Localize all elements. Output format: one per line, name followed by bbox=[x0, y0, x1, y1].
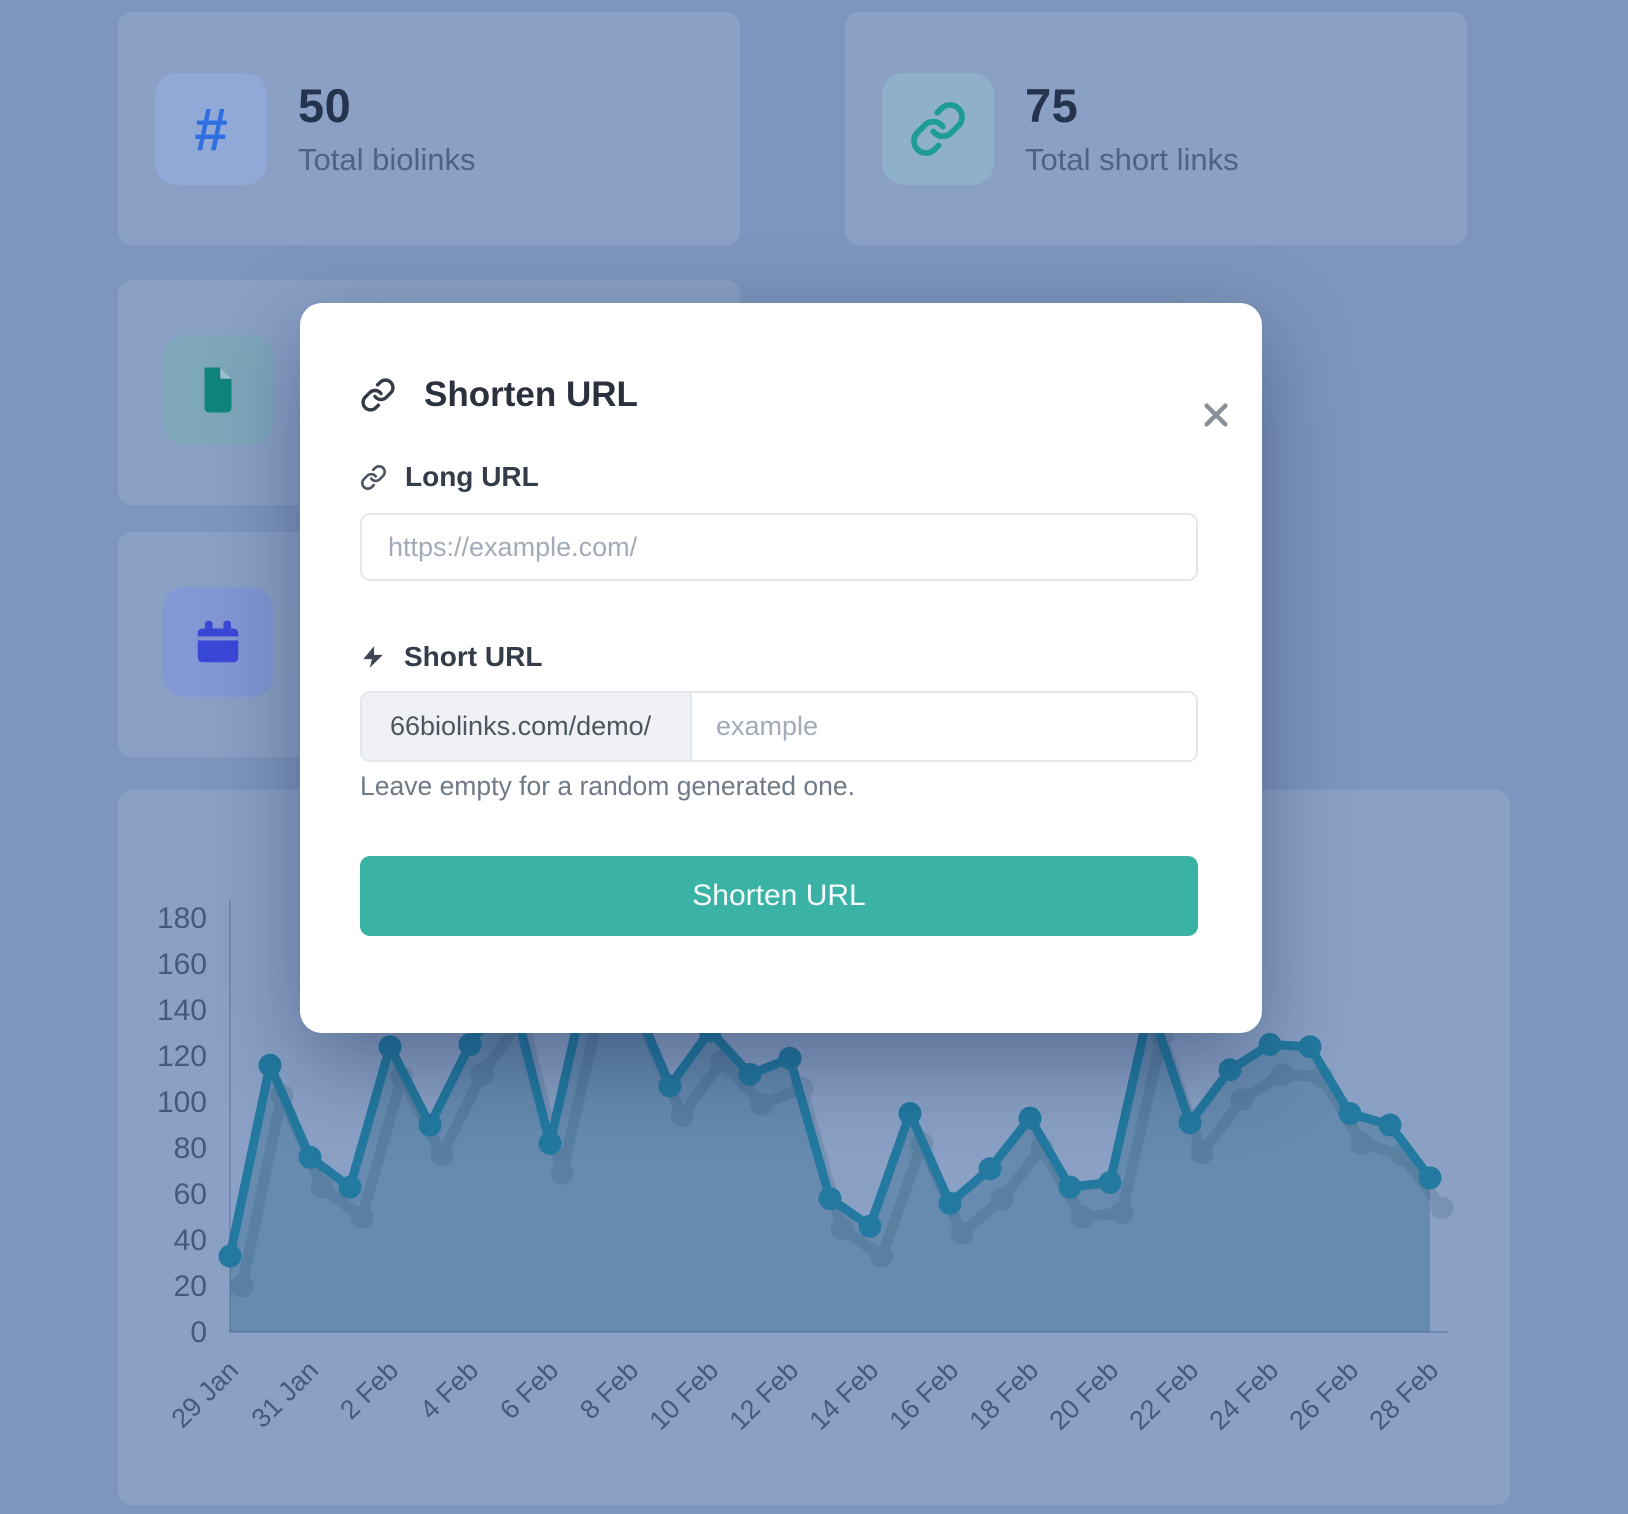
link-icon bbox=[361, 464, 386, 490]
stat-card-shortlinks: 75 Total short links bbox=[845, 12, 1467, 245]
modal-title: Shorten URL bbox=[424, 375, 638, 414]
shorten-url-button[interactable]: Shorten URL bbox=[360, 856, 1198, 936]
modal-header: Shorten URL bbox=[360, 375, 638, 415]
short-url-helper: Leave empty for a random generated one. bbox=[360, 771, 855, 801]
link-icon bbox=[361, 378, 395, 412]
long-url-label-row: Long URL bbox=[360, 461, 539, 493]
link-icon bbox=[911, 102, 965, 156]
short-url-label: Short URL bbox=[404, 641, 543, 672]
file-icon bbox=[204, 367, 232, 413]
short-url-input-group: 66biolinks.com/demo/ bbox=[360, 691, 1198, 762]
shorten-url-modal: Shorten URL Long URL Short URL 66biolink… bbox=[300, 303, 1262, 1033]
short-url-prefix: 66biolinks.com/demo/ bbox=[362, 693, 692, 760]
short-url-input[interactable] bbox=[692, 693, 1196, 760]
calendar-icon bbox=[197, 620, 239, 663]
close-icon[interactable] bbox=[1194, 393, 1238, 437]
stat-value: 75 bbox=[1025, 79, 1079, 132]
stat-card-biolinks: # 50 Total biolinks bbox=[118, 12, 740, 245]
mini-icon-box bbox=[163, 587, 273, 697]
stat-icon-box: # bbox=[155, 73, 267, 185]
stat-label: Total short links bbox=[1025, 142, 1239, 177]
zap-icon bbox=[363, 646, 383, 668]
stat-label: Total biolinks bbox=[298, 142, 476, 177]
stat-icon-box bbox=[882, 73, 994, 185]
long-url-input[interactable] bbox=[360, 513, 1198, 581]
short-url-label-row: Short URL bbox=[360, 641, 542, 673]
stat-value: 50 bbox=[298, 79, 352, 132]
long-url-label: Long URL bbox=[405, 461, 539, 492]
hash-icon: # bbox=[194, 95, 228, 163]
mini-icon-box bbox=[163, 335, 273, 445]
